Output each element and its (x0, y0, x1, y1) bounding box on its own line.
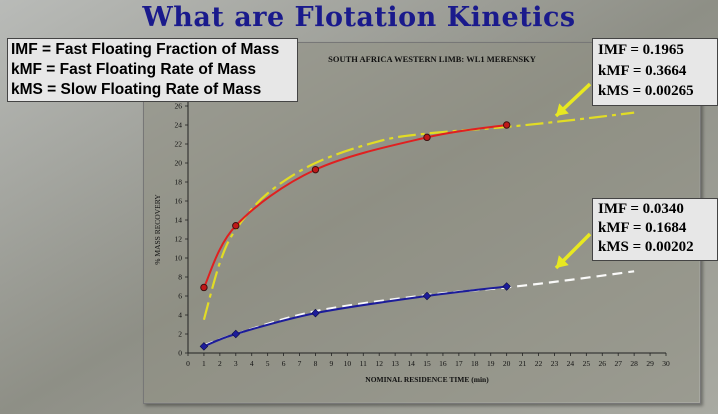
x-tick-label: 8 (314, 359, 318, 368)
fit-curve-2 (203, 270, 635, 347)
x-tick-label: 30 (662, 359, 670, 368)
x-tick-label: 20 (503, 359, 511, 368)
x-tick-label: 28 (630, 359, 638, 368)
y-tick-label: 24 (175, 121, 183, 130)
series-2-point (231, 329, 241, 339)
y-tick-label: 6 (178, 292, 182, 301)
x-tick-label: 4 (250, 359, 254, 368)
x-tick-label: 2 (218, 359, 222, 368)
x-tick-label: 27 (614, 359, 622, 368)
x-tick-label: 12 (375, 359, 383, 368)
series-2-point (199, 342, 209, 351)
definition-kms: kMS = Slow Floating Rate of Mass (11, 81, 262, 98)
series-2-point (422, 291, 432, 301)
x-tick-label: 9 (330, 359, 334, 368)
x-tick-label: 18 (471, 359, 479, 368)
lower-params-box: IMF = 0.0340 kMF = 0.1684 kMS = 0.00202 (592, 198, 718, 261)
x-tick-label: 24 (567, 359, 575, 368)
x-tick-label: 15 (423, 359, 431, 368)
upper-arrow-head (556, 103, 569, 116)
x-tick-label: 22 (535, 359, 543, 368)
upper-kmf: kMF = 0.3664 (598, 62, 687, 79)
lower-arrow-head (556, 255, 569, 268)
y-tick-label: 18 (175, 178, 183, 187)
y-tick-label: 8 (178, 273, 182, 282)
y-tick-label: 4 (178, 311, 182, 320)
upper-params-box: IMF = 0.1965 kMF = 0.3664 kMS = 0.00265 (592, 38, 718, 106)
definition-kmf: kMF = Fast Floating Rate of Mass (11, 61, 257, 78)
y-tick-label: 26 (175, 102, 183, 111)
x-tick-label: 26 (599, 359, 607, 368)
x-tick-label: 10 (344, 359, 352, 368)
x-tick-label: 3 (234, 359, 238, 368)
slide-title: What are Flotation Kinetics (142, 2, 576, 33)
upper-imf: IMF = 0.1965 (598, 42, 684, 58)
y-tick-label: 16 (175, 197, 183, 206)
series-1-point (502, 121, 511, 129)
series-line-2 (203, 285, 507, 348)
series-line-1 (203, 124, 507, 288)
y-axis-label: % MASS RECOVERY (153, 194, 162, 265)
lower-kmf: kMF = 0.1684 (598, 220, 687, 236)
x-tick-label: 1 (202, 359, 206, 368)
y-tick-label: 22 (175, 140, 183, 149)
series-1-point (311, 165, 320, 174)
x-tick-label: 17 (455, 359, 463, 368)
y-tick-label: 0 (178, 349, 182, 358)
series-1-point (423, 133, 431, 142)
lower-imf: IMF = 0.0340 (598, 201, 684, 217)
y-tick-label: 14 (175, 216, 183, 225)
x-tick-label: 29 (646, 359, 654, 368)
series-2-point (311, 308, 320, 318)
y-tick-label: 2 (178, 330, 182, 339)
chart-title: SOUTH AFRICA WESTERN LIMB: WL1 MERENSKY (328, 54, 536, 64)
x-tick-label: 21 (519, 359, 527, 368)
x-tick-label: 11 (360, 359, 367, 368)
y-tick-label: 12 (175, 235, 183, 244)
y-tick-label: 20 (175, 159, 183, 168)
x-tick-label: 7 (298, 359, 302, 368)
definitions-box: IMF = Fast Floating Fraction of Mass kMF… (7, 38, 298, 102)
x-tick-label: 25 (583, 359, 591, 368)
x-tick-label: 14 (407, 359, 415, 368)
upper-kms: kMS = 0.00265 (598, 83, 694, 99)
x-tick-label: 23 (551, 359, 559, 368)
x-tick-label: 5 (266, 359, 270, 368)
series-1-point (200, 283, 208, 292)
x-tick-label: 19 (487, 359, 495, 368)
definition-imf: IMF = Fast Floating Fraction of Mass (11, 41, 280, 58)
x-tick-label: 0 (186, 359, 190, 368)
x-tick-label: 13 (391, 359, 399, 368)
series-1-point (232, 222, 240, 230)
series-2-point (502, 282, 511, 291)
x-tick-label: 16 (439, 359, 447, 368)
fit-curve-1 (202, 111, 635, 321)
x-axis-label: NOMINAL RESIDENCE TIME (min) (365, 375, 489, 384)
y-tick-label: 10 (175, 254, 183, 263)
lower-kms: kMS = 0.00202 (598, 239, 694, 255)
x-tick-label: 6 (282, 359, 286, 368)
